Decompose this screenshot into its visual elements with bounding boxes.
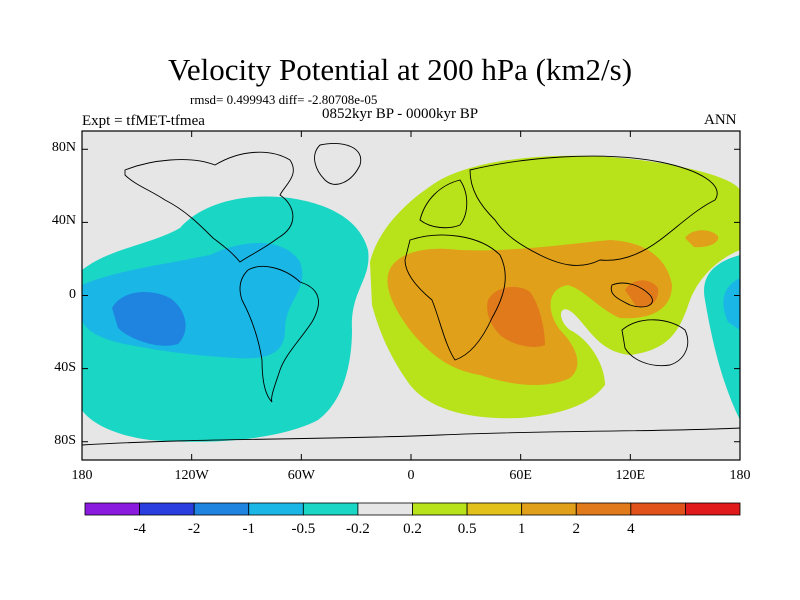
colorbar-swatch (302, 502, 359, 516)
season-label: ANN (704, 112, 737, 128)
coastline-australia (621, 319, 689, 367)
lon-label: 180 (71, 468, 93, 483)
colorbar-label: -4 (133, 521, 146, 537)
coastline-south-america (239, 266, 319, 403)
colorbar-swatch (630, 502, 686, 516)
colorbar-swatch (248, 502, 304, 516)
colorbar-label: 4 (627, 521, 635, 537)
colorbar-label: -2 (187, 521, 201, 537)
colorbar-label: 0.2 (403, 521, 422, 537)
contour-region-plus-0.5-north (685, 230, 719, 248)
coastline-africa (404, 234, 506, 361)
colorbar-label: -0.5 (291, 521, 316, 537)
colorbar-swatch (357, 502, 413, 516)
coastline-antarctica (82, 427, 740, 446)
lon-label: 0 (407, 468, 415, 483)
colorbar-swatch (84, 502, 140, 516)
lat-label: 0 (69, 286, 76, 302)
lon-label: 120W (174, 468, 209, 483)
colorbar-label: -0.2 (346, 521, 370, 537)
contour-region-plus-1-east (625, 280, 659, 308)
colorbar-label: 1 (517, 521, 526, 537)
colorbar-swatch (412, 502, 468, 516)
lat-label: 80S (54, 432, 76, 448)
colorbar-swatch (466, 502, 523, 516)
colorbar-swatch (193, 502, 250, 516)
contour-region-minus-0.5-east (723, 278, 740, 330)
colorbar-label: -1 (242, 521, 256, 537)
contour-region-minus-1 (112, 292, 186, 346)
colorbar-swatch (521, 502, 577, 516)
colorbar-swatch (685, 502, 741, 516)
lon-label: 60W (287, 468, 315, 483)
lat-label: 40N (51, 213, 76, 229)
coastline-greenland (314, 143, 362, 185)
lon-label: 120E (615, 468, 646, 483)
contour-region-plus-1 (487, 286, 545, 347)
lon-label: 60E (509, 468, 532, 483)
colorbar-label: 0.5 (457, 521, 477, 537)
coastline-asia (469, 155, 718, 266)
experiment-label: Expt = tfMET-tfmea (82, 113, 205, 129)
map-title: Velocity Potential at 200 hPa (km2/s) (167, 52, 633, 87)
period-label: 0852kyr BP - 0000kyr BP (322, 106, 479, 122)
statistics-text: rmsd= 0.499943 diff= -2.80708e-05 (190, 92, 378, 107)
coastline-north-america (124, 151, 294, 263)
lat-label: 40S (54, 359, 76, 375)
axis-ticks (81, 131, 741, 460)
coastline-europe (419, 179, 468, 229)
coastline-maritime-continent (610, 282, 653, 308)
colorbar-swatch (575, 502, 632, 516)
lon-label: 180 (729, 468, 751, 483)
lat-label: 80N (51, 140, 76, 156)
colorbar-swatch (139, 502, 195, 516)
coastlines (82, 143, 740, 446)
colorbar-label: 2 (572, 521, 581, 537)
